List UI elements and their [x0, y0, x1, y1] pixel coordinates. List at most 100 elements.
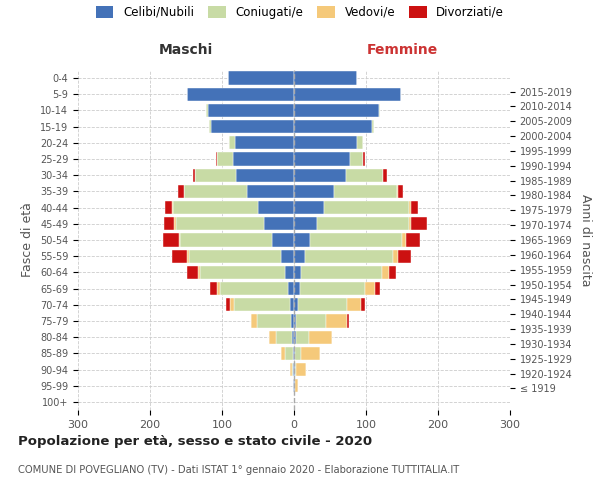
- Bar: [216, 152, 217, 166]
- Bar: [247, 185, 294, 198]
- Bar: [398, 250, 412, 263]
- Bar: [295, 346, 301, 360]
- Bar: [389, 266, 396, 279]
- Bar: [294, 250, 305, 263]
- Bar: [309, 330, 332, 344]
- Bar: [236, 168, 294, 182]
- Bar: [233, 152, 294, 166]
- Bar: [301, 346, 320, 360]
- Bar: [296, 314, 326, 328]
- Bar: [406, 234, 420, 246]
- Bar: [372, 120, 374, 134]
- Bar: [210, 282, 217, 295]
- Text: Maschi: Maschi: [159, 43, 213, 57]
- Bar: [365, 282, 374, 295]
- Bar: [217, 282, 220, 295]
- Bar: [290, 363, 292, 376]
- Bar: [187, 88, 294, 101]
- Bar: [288, 282, 294, 295]
- Bar: [410, 201, 418, 214]
- Bar: [295, 363, 296, 376]
- Bar: [294, 379, 295, 392]
- Bar: [281, 250, 294, 263]
- Bar: [294, 234, 310, 246]
- Bar: [234, 298, 290, 312]
- Bar: [317, 217, 409, 230]
- Bar: [294, 152, 350, 166]
- Bar: [294, 201, 324, 214]
- Y-axis label: Fasce di età: Fasce di età: [22, 202, 34, 278]
- Bar: [264, 217, 294, 230]
- Bar: [298, 298, 347, 312]
- Bar: [379, 104, 380, 117]
- Bar: [165, 201, 172, 214]
- Bar: [374, 282, 380, 295]
- Bar: [269, 330, 276, 344]
- Bar: [206, 104, 208, 117]
- Bar: [310, 234, 402, 246]
- Bar: [178, 185, 184, 198]
- Bar: [230, 298, 234, 312]
- Bar: [176, 217, 264, 230]
- Bar: [294, 346, 295, 360]
- Bar: [305, 250, 392, 263]
- Bar: [197, 266, 200, 279]
- Legend: Celibi/Nubili, Coniugati/e, Vedovi/e, Divorziati/e: Celibi/Nubili, Coniugati/e, Vedovi/e, Di…: [96, 6, 504, 19]
- Bar: [347, 298, 361, 312]
- Bar: [293, 379, 294, 392]
- Bar: [281, 346, 286, 360]
- Bar: [209, 120, 211, 134]
- Bar: [184, 185, 247, 198]
- Bar: [383, 168, 387, 182]
- Bar: [189, 250, 281, 263]
- Bar: [187, 266, 197, 279]
- Bar: [301, 266, 382, 279]
- Bar: [363, 152, 365, 166]
- Bar: [294, 88, 401, 101]
- Bar: [294, 330, 296, 344]
- Bar: [358, 136, 363, 149]
- Bar: [350, 152, 363, 166]
- Bar: [324, 201, 409, 214]
- Bar: [179, 234, 180, 246]
- Bar: [347, 314, 349, 328]
- Bar: [397, 185, 398, 198]
- Bar: [326, 314, 347, 328]
- Bar: [412, 217, 427, 230]
- Bar: [272, 234, 294, 246]
- Bar: [293, 346, 294, 360]
- Bar: [294, 266, 301, 279]
- Bar: [175, 217, 176, 230]
- Bar: [292, 330, 294, 344]
- Bar: [211, 120, 294, 134]
- Bar: [258, 201, 294, 214]
- Bar: [294, 168, 346, 182]
- Bar: [296, 330, 309, 344]
- Bar: [296, 363, 306, 376]
- Bar: [294, 282, 300, 295]
- Bar: [382, 266, 389, 279]
- Bar: [398, 185, 403, 198]
- Bar: [361, 298, 365, 312]
- Bar: [251, 314, 257, 328]
- Bar: [172, 250, 187, 263]
- Bar: [294, 363, 295, 376]
- Bar: [220, 282, 288, 295]
- Bar: [200, 266, 286, 279]
- Bar: [295, 379, 298, 392]
- Bar: [163, 234, 179, 246]
- Bar: [226, 298, 230, 312]
- Bar: [334, 185, 397, 198]
- Bar: [257, 314, 291, 328]
- Bar: [208, 104, 294, 117]
- Bar: [392, 250, 398, 263]
- Bar: [173, 201, 258, 214]
- Bar: [286, 346, 293, 360]
- Bar: [293, 363, 294, 376]
- Bar: [294, 104, 379, 117]
- Bar: [409, 217, 412, 230]
- Bar: [294, 185, 334, 198]
- Bar: [291, 314, 294, 328]
- Bar: [290, 298, 294, 312]
- Bar: [294, 72, 358, 85]
